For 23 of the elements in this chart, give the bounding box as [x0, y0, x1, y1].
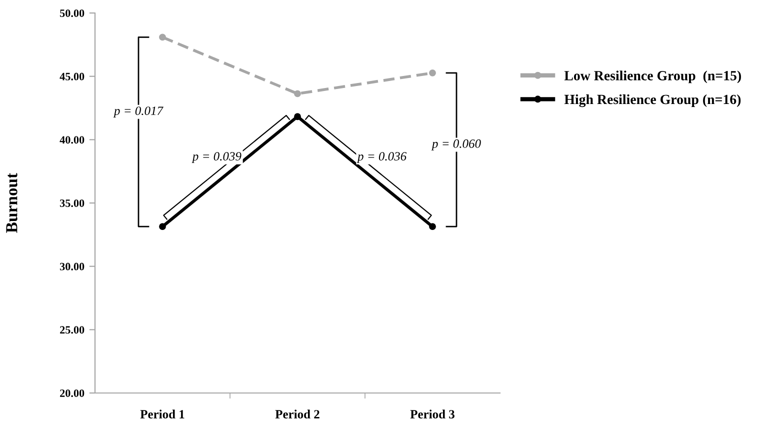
y-tick-label: 25.00: [60, 326, 84, 334]
x-tick-label: Period 1: [140, 410, 184, 418]
legend-label: High Resilience Group (n=16): [564, 94, 741, 108]
y-tick-label: 50.00: [60, 9, 84, 18]
y-tick-label: 20.00: [60, 389, 84, 398]
y-tick-label: 30.00: [60, 262, 84, 270]
y-axis-title: Burnout: [6, 172, 18, 233]
point: [294, 113, 301, 120]
annotation: p = 0.017: [113, 106, 164, 118]
annotation: p = 0.039: [192, 152, 242, 164]
y-tick-label: 35.00: [60, 199, 84, 208]
y-tick-label: 45.00: [60, 72, 84, 80]
point: [429, 69, 436, 76]
point: [159, 223, 166, 230]
point: [294, 90, 301, 98]
point: [159, 34, 166, 41]
x-tick-label: Period 2: [275, 410, 320, 418]
y-tick-label: 40.00: [60, 136, 84, 144]
legend-label: Low Resilience Group (n=15): [564, 70, 741, 84]
annotation: p = 0.036: [356, 152, 407, 164]
annotation: p = 0.060: [431, 139, 481, 150]
x-tick-label: Period 3: [410, 410, 454, 418]
point: [429, 223, 436, 230]
